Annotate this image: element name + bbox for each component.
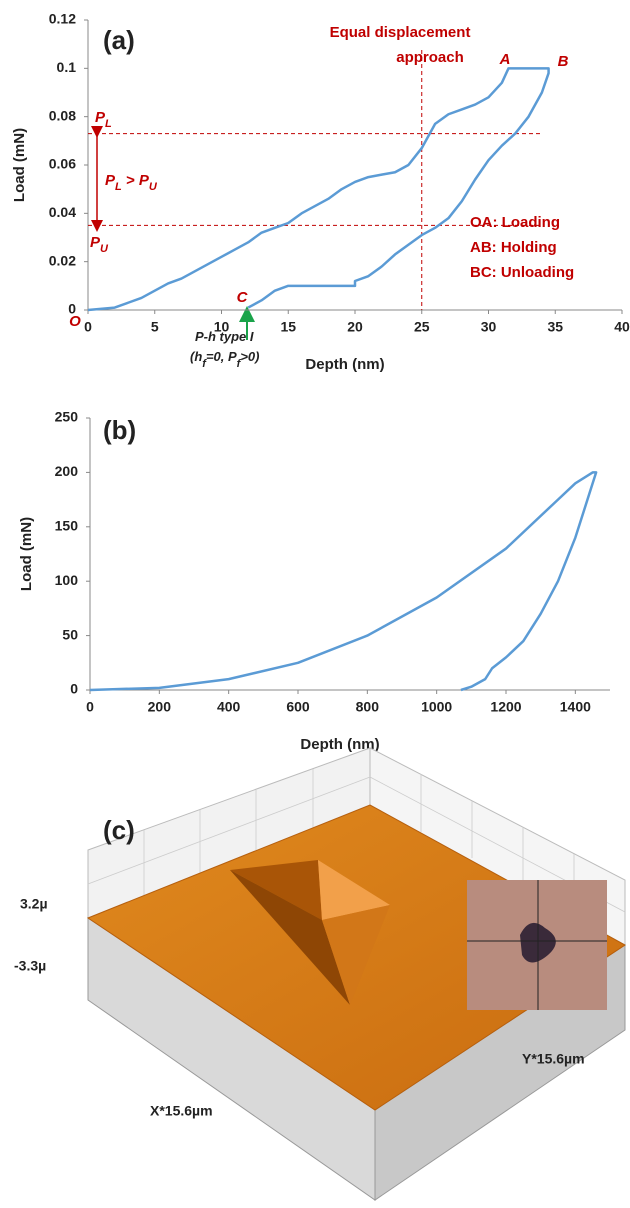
annotation-part: P-h type I	[195, 329, 254, 344]
annotation-part: =0, P	[206, 349, 237, 364]
annotation-part: >0)	[240, 349, 259, 364]
z-label: 3.2µ	[20, 896, 48, 912]
indent-face	[322, 905, 390, 1005]
annotation-part: f	[237, 358, 242, 370]
annotation-part: (h	[190, 349, 202, 364]
annotation-part: AB: Holding	[470, 239, 557, 256]
x-tick-label: 800	[356, 699, 380, 715]
panel-title: (c)	[103, 815, 135, 845]
annotation: B	[558, 53, 569, 70]
annotation-part: U	[149, 181, 158, 193]
annotation: PL > PU	[105, 172, 158, 193]
x-tick-label: 600	[286, 699, 310, 715]
y-tick-label: 0.06	[49, 156, 76, 172]
x-tick-label: 400	[217, 699, 241, 715]
y-tick-label: 0.08	[49, 107, 76, 123]
annotation: AB: Holding	[470, 239, 557, 256]
annotation: C	[237, 289, 249, 306]
x-tick-label: 200	[148, 699, 172, 715]
annotation-part: OA: Loading	[470, 214, 560, 231]
x-axis-label: Depth (nm)	[300, 736, 379, 753]
annotation: OA: Loading	[470, 214, 560, 231]
x-tick-label: 0	[86, 699, 94, 715]
chart-title: (a)	[103, 25, 135, 55]
annotation-part: A	[499, 51, 511, 68]
annotation: P-h type I	[195, 329, 254, 344]
annotation-part: f	[202, 358, 207, 370]
y-axis-label: Load (mN)	[11, 128, 28, 202]
chart-b: 0 50 100 150 200 250 0 200 400 600 800 1000 1200 1400…	[18, 409, 610, 753]
annotation: PL	[95, 109, 112, 130]
annotation-part: > P	[122, 172, 150, 189]
annotation-part: B	[558, 53, 569, 70]
x-tick-label: 40	[614, 319, 630, 335]
y-tick-label: 0.12	[49, 11, 76, 27]
indent-face	[230, 860, 322, 920]
annotation: Equal displacement	[330, 24, 471, 41]
x-tick-label: 10	[214, 319, 230, 335]
x-tick-label: 0	[84, 319, 92, 335]
y-tick-label: 0.1	[57, 59, 77, 75]
y-tick-label: 150	[55, 518, 79, 534]
y-axis-label: Y*15.6µm	[522, 1051, 585, 1067]
y-tick-label: 200	[55, 463, 79, 479]
annotation-part: BC: Unloading	[470, 264, 574, 281]
x-tick-label: 15	[280, 319, 296, 335]
x-tick-label: 1400	[560, 699, 591, 715]
chart-a: 0 0.02 0.04 0.06 0.08 0.1 0.12 0 5 10 15 20 25 30 35 40…	[11, 11, 630, 373]
x-tick-label: 1000	[421, 699, 452, 715]
x-axis-label: Depth (nm)	[305, 356, 384, 373]
annotation-part: L	[105, 118, 112, 130]
chart-title: (b)	[103, 415, 136, 445]
data-line	[89, 471, 598, 692]
x-tick-label: 35	[547, 319, 563, 335]
annotation-part: C	[237, 289, 249, 306]
annotation-part: U	[100, 243, 109, 255]
annotation: PU	[90, 234, 109, 255]
annotation-part: P	[95, 109, 106, 126]
y-tick-label: 0	[68, 301, 76, 317]
annotation-part: P	[105, 172, 116, 189]
z-label: -3.3µ	[14, 958, 46, 974]
annotation-part: O	[69, 313, 81, 330]
annotation: BC: Unloading	[470, 264, 574, 281]
annotation: O	[69, 313, 81, 330]
annotation: approach	[396, 49, 464, 66]
y-tick-label: 0.04	[49, 204, 76, 220]
x-tick-label: 30	[481, 319, 497, 335]
y-axis-label: Load (mN)	[18, 517, 35, 591]
y-tick-label: 0.02	[49, 252, 76, 268]
y-tick-label: 50	[62, 626, 78, 642]
annotation-part: approach	[396, 49, 464, 66]
annotation: (hf=0, Pf>0)	[190, 349, 260, 369]
x-tick-label: 1200	[490, 699, 521, 715]
x-tick-label: 25	[414, 319, 430, 335]
indent-face	[230, 870, 350, 1005]
x-axis-label: X*15.6µm	[150, 1103, 213, 1119]
annotation-part: Equal displacement	[330, 24, 471, 41]
surface-panel: (c) 3.2µ -3.3µ X*15.6µm Y*15.6µm	[14, 747, 626, 1201]
y-tick-label: 100	[55, 572, 79, 588]
y-tick-label: 250	[55, 409, 79, 425]
annotation-part: L	[115, 181, 122, 193]
annotation-part: P	[90, 234, 101, 251]
annotation: A	[499, 51, 511, 68]
data-line	[87, 67, 550, 312]
x-tick-label: 5	[151, 319, 159, 335]
indent-face	[318, 860, 390, 920]
x-tick-label: 20	[347, 319, 363, 335]
y-tick-label: 0	[70, 681, 78, 697]
